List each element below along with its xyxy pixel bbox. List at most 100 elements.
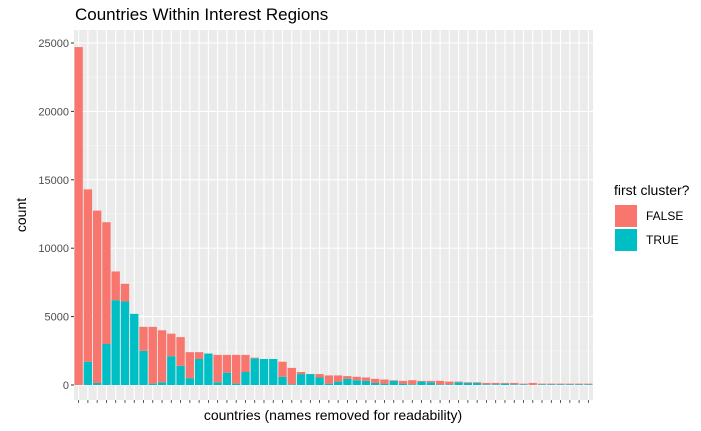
bar-segment-true [510,384,519,385]
bar-segment-true [315,377,324,385]
bar-segment-false [389,380,398,381]
bar-segment-false [315,374,324,378]
bar-segment-false [574,383,584,385]
bar-segment-false [417,380,426,382]
legend-title: first cluster? [614,182,690,198]
bar-segment-true [111,300,120,385]
bar-segment-false [287,367,296,385]
bar-segment-false [185,352,195,379]
bar-segment-false [120,283,130,302]
bar-segment-false [167,333,176,357]
bar-segment-true [463,382,473,385]
bar-segment-false [194,352,204,360]
bar-segment-false [371,378,380,383]
bar-segment-true [176,365,185,385]
bar-segment-false [519,383,528,385]
x-axis-title: countries (names removed for readability… [204,407,462,423]
bar-segment-false [213,354,222,383]
bar-segment-false [296,372,306,375]
bar-segment-false [222,354,232,373]
bar-segment-true [120,301,130,385]
bar-segment-false [510,382,519,385]
legend-swatch-true [615,229,637,251]
bar-segment-true [537,384,547,385]
bars [74,47,593,385]
bar-segment-false [454,381,463,383]
bar-segment-false [398,380,408,384]
y-axis: 0 5000 10000 15000 20000 25000 [38,38,74,392]
bar-segment-true [500,383,510,385]
bar-segment-false [435,380,445,385]
bar-segment-false [83,189,93,362]
bar-segment-true [519,384,528,385]
y-tick-label: 0 [63,380,69,392]
bar-segment-true [352,380,361,385]
bar-segment-false [537,383,547,385]
bar-segment-true [83,361,93,385]
bar-segment-true [259,359,269,385]
bar-segment-true [139,350,148,385]
bar-segment-false [232,354,241,384]
bar-segment-false [584,383,593,385]
bar-segment-false [241,354,250,373]
bar-segment-false [111,271,120,301]
bar-segment-true [269,359,278,385]
bar-segment-false [472,382,482,383]
y-axis-title: count [13,198,29,232]
y-tick-label: 20000 [38,106,69,118]
bar-segment-true [556,384,565,385]
bar-segment-true [417,381,426,385]
bar-segment-false [463,382,473,383]
bar-segment-true [482,384,491,385]
bar-segment-true [232,383,241,385]
bar-segment-true [167,356,176,385]
bar-segment-true [102,343,111,385]
bar-segment-true [213,382,222,385]
bar-segment-true [157,382,167,385]
legend: first cluster? FALSE TRUE [614,182,690,251]
bar-segment-true [343,378,352,385]
bar-segment-true [491,384,500,385]
bar-segment-false [176,337,185,366]
legend-label-true: TRUE [646,233,679,247]
bar-segment-true [472,382,482,385]
bar-segment-false [92,210,102,383]
bar-segment-true [194,359,204,385]
bar-segment-true [380,383,389,385]
bar-segment-true [454,382,463,385]
bar-segment-true [435,384,445,385]
bar-segment-true [250,358,259,385]
bar-segment-false [426,380,435,383]
y-tick-label: 5000 [45,312,69,324]
bar-segment-true [241,372,250,385]
bar-segment-true [148,383,157,385]
bar-segment-true [565,384,575,385]
bar-segment-false [408,380,417,385]
bar-segment-true [222,372,232,385]
chart-title: Countries Within Interest Regions [75,5,328,24]
bar-segment-false [482,382,491,385]
bar-segment-true [398,383,408,385]
legend-label-false: FALSE [646,209,683,223]
bar-segment-true [547,384,556,385]
bar-segment-false [139,326,148,351]
bar-segment-false [278,361,287,377]
bar-segment-true [361,380,371,385]
bar-segment-false [324,375,334,384]
bar-segment-false [528,382,537,385]
bar-segment-true [426,382,435,385]
y-tick-label: 15000 [38,175,69,187]
bar-segment-false [333,375,343,382]
y-tick-label: 10000 [38,243,69,255]
bar-segment-false [148,326,157,384]
bar-segment-true [92,382,102,385]
bar-segment-true [287,384,296,385]
bar-segment-false [352,376,361,381]
bar-segment-true [333,381,343,385]
bar-segment-true [130,313,139,385]
y-tick-label: 25000 [38,38,69,50]
bar-segment-true [204,353,213,385]
bar-segment-true [185,378,195,385]
